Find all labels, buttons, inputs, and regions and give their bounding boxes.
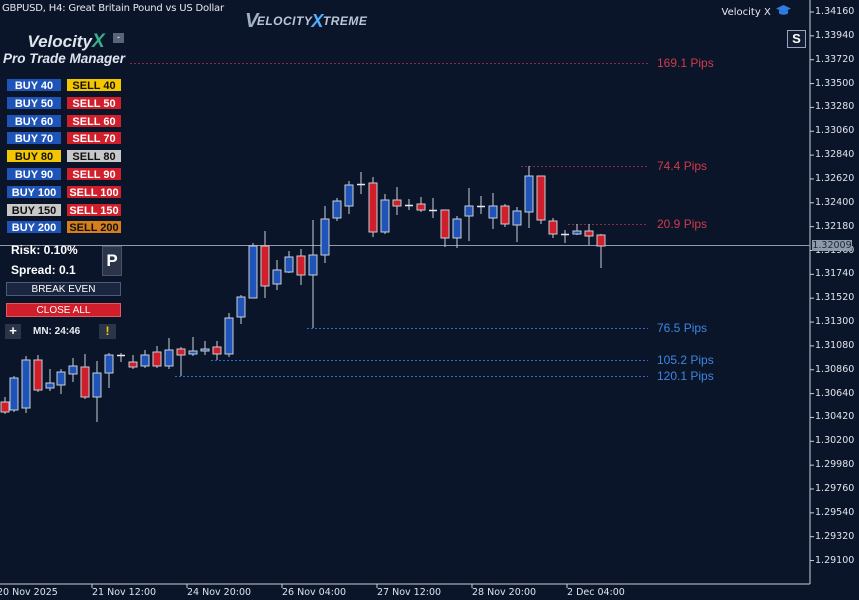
time-axis-label: 27 Nov 12:00	[377, 587, 442, 598]
spread-label: Spread: 0.1	[11, 263, 76, 277]
price-axis-label: 1.30860	[815, 363, 855, 375]
p-button[interactable]: P	[102, 246, 122, 276]
graduation-cap-icon	[776, 5, 791, 15]
time-axis-label: 20 Nov 2025	[0, 587, 58, 598]
price-axis-label: 1.32180	[815, 220, 855, 232]
buy-70-button[interactable]: BUY 70	[6, 131, 62, 146]
warning-button[interactable]: !	[99, 324, 116, 339]
pip-level-label: 120.1 Pips	[657, 369, 714, 383]
price-axis-label: 1.29760	[815, 483, 855, 494]
chart-title: GBPUSD, H4: Great Britain Pound vs US Do…	[2, 3, 224, 14]
pip-level-label: 76.5 Pips	[657, 321, 708, 335]
price-axis-label: 1.29100	[815, 554, 855, 566]
price-axis-label: 1.32840	[815, 149, 855, 161]
logo-x-mark: X	[91, 31, 105, 52]
logo-velocity: Velocity	[27, 32, 92, 51]
risk-label: Risk: 0.10%	[11, 243, 78, 257]
buy-90-button[interactable]: BUY 90	[6, 167, 62, 181]
logo-subtitle: Pro Trade Manager	[2, 51, 126, 66]
pip-level-label: 20.9 Pips	[657, 217, 708, 231]
sell-90-button[interactable]: SELL 90	[66, 167, 122, 181]
buy-80-button[interactable]: BUY 80	[6, 149, 62, 164]
logo-v: V	[245, 9, 259, 32]
price-axis-label: 1.33940	[815, 29, 855, 41]
pip-level-label: 74.4 Pips	[657, 159, 708, 173]
pip-level-label: 169.1 Pips	[657, 56, 714, 70]
logo-x: X	[311, 10, 324, 31]
close-all-button[interactable]: CLOSE ALL	[6, 303, 121, 317]
price-axis-label: 1.33720	[815, 53, 855, 65]
time-axis-label: 21 Nov 12:00	[92, 587, 157, 598]
buy-60-button[interactable]: BUY 60	[6, 113, 62, 128]
break-even-button[interactable]: BREAK EVEN	[6, 282, 121, 296]
sell-40-button[interactable]: SELL 40	[66, 78, 122, 92]
logo-part1: ELOCITY	[256, 14, 313, 28]
buy-200-button[interactable]: BUY 200	[6, 220, 62, 235]
sell-70-button[interactable]: SELL 70	[66, 131, 122, 146]
buy-100-button[interactable]: BUY 100	[6, 184, 62, 199]
price-axis-label: 1.34160	[815, 6, 855, 17]
brand-label: Velocity X	[722, 5, 791, 18]
sell-80-button[interactable]: SELL 80	[66, 149, 122, 164]
price-axis-label: 1.31520	[815, 292, 855, 304]
pro-trade-manager-logo: VelocityX Pro Trade Manager	[3, 31, 126, 67]
price-axis-label: 1.31740	[815, 268, 855, 280]
price-axis-label: 1.33280	[815, 101, 855, 113]
pip-level-label: 105.2 Pips	[657, 353, 714, 367]
price-axis-label: 1.33500	[815, 77, 855, 89]
time-axis-label: 26 Nov 04:00	[282, 587, 347, 598]
time-axis-label: 24 Nov 20:00	[187, 587, 252, 598]
sell-200-button[interactable]: SELL 200	[66, 220, 122, 235]
plus-button[interactable]: +	[5, 324, 21, 339]
price-axis-label: 1.30200	[815, 435, 855, 447]
price-axis-label: 1.30420	[815, 411, 855, 423]
price-axis-label: 1.29320	[815, 530, 855, 542]
sell-100-button[interactable]: SELL 100	[66, 184, 122, 199]
buy-40-button[interactable]: BUY 40	[6, 78, 62, 92]
price-axis-label: 1.29540	[815, 506, 855, 518]
time-axis-label: 28 Nov 20:00	[472, 587, 537, 598]
sell-150-button[interactable]: SELL 150	[66, 202, 122, 217]
price-axis-label: 1.33060	[815, 125, 855, 137]
minimize-panel-button[interactable]: -	[113, 33, 124, 43]
buy-50-button[interactable]: BUY 50	[6, 95, 62, 110]
price-axis-label: 1.29980	[815, 459, 855, 471]
s-button[interactable]: S	[787, 30, 806, 48]
price-axis-label: 1.32620	[815, 172, 855, 184]
buy-150-button[interactable]: BUY 150	[6, 202, 62, 217]
price-axis-label: 1.31080	[815, 339, 855, 351]
velocity-xtreme-logo: V ELOCITY X TREME	[245, 9, 367, 32]
sell-60-button[interactable]: SELL 60	[66, 113, 122, 128]
brand-label-text: Velocity X	[721, 7, 771, 18]
sell-50-button[interactable]: SELL 50	[66, 95, 122, 110]
logo-part2: TREME	[322, 14, 368, 28]
mn-timer: MN: 24:46	[33, 326, 81, 337]
time-axis-label: 2 Dec 04:00	[567, 587, 625, 598]
price-axis-label: 1.30640	[815, 387, 855, 399]
current-price-tag: 1.32009	[812, 240, 852, 251]
price-axis-label: 1.31300	[815, 316, 855, 328]
price-axis-label: 1.32400	[815, 196, 855, 208]
